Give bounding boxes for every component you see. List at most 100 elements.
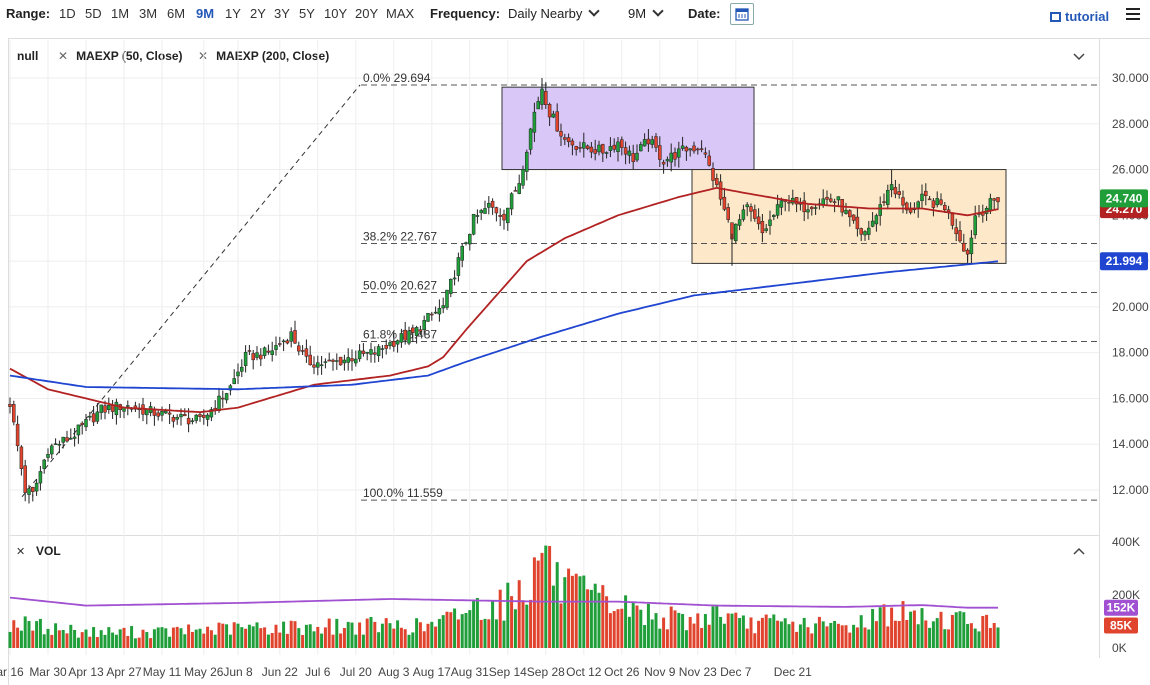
volume-bar (430, 621, 434, 648)
range-20y-button[interactable]: 20Y (355, 6, 379, 21)
period-select[interactable]: 9M (628, 5, 664, 21)
candle-body (635, 152, 639, 161)
volume-bar (635, 605, 639, 648)
volume-bar (836, 623, 840, 648)
volume-bar (312, 631, 316, 648)
candle-body (357, 350, 362, 360)
x-tick-label: Nov 23 (679, 665, 717, 679)
candle-body (15, 423, 20, 447)
tutorial-link[interactable]: tutorial (1050, 9, 1109, 24)
candle-body (996, 197, 1000, 203)
volume-bar (981, 615, 985, 648)
candle-body (12, 404, 16, 423)
candle-body (696, 148, 700, 151)
volume-bar (529, 599, 533, 648)
volume-bar (943, 629, 947, 648)
candle-body (490, 200, 495, 208)
volume-bar (301, 635, 305, 648)
candle-body (684, 146, 689, 152)
candle-body (308, 354, 312, 366)
x-tick-label: Aug 3 (378, 665, 410, 679)
range-3y-button[interactable]: 3Y (274, 6, 290, 21)
candle-body (848, 210, 852, 218)
menu-icon[interactable] (1126, 8, 1140, 23)
calendar-button[interactable] (730, 3, 754, 25)
candle-body (916, 201, 920, 209)
candle-body (506, 207, 510, 224)
volume-bar (897, 621, 901, 648)
volume-bar (255, 622, 259, 648)
legend-ma50: ✕ MAEXP (50, Close) (58, 49, 183, 63)
candle-body (471, 213, 476, 235)
ma200-badge: 21.994 (1106, 254, 1143, 268)
volume-bar (282, 621, 286, 648)
volume-bar (605, 596, 609, 648)
volume-bar (893, 620, 897, 648)
candle-body (563, 137, 567, 140)
volume-bar (145, 632, 149, 648)
frequency-select[interactable]: Daily Nearby (508, 5, 601, 21)
volume-bar (757, 620, 761, 648)
range-max-button[interactable]: MAX (386, 6, 415, 21)
close-icon[interactable]: ✕ (198, 49, 209, 63)
range-10y-button[interactable]: 10Y (324, 6, 348, 21)
candle-body (46, 454, 50, 458)
range-3m-button[interactable]: 3M (139, 6, 158, 21)
volume-bar (662, 617, 666, 648)
volume-bar (399, 627, 403, 648)
volume-bar (384, 618, 388, 648)
volume-bar (380, 623, 384, 648)
candle-body (441, 305, 445, 309)
range-6m-button[interactable]: 6M (167, 6, 186, 21)
candle-body (202, 414, 206, 418)
volume-bar (525, 604, 529, 648)
x-tick-label: May 11 (143, 665, 182, 679)
volume-bar (259, 628, 263, 648)
volume-bar (855, 627, 859, 648)
candle-body (787, 201, 791, 204)
x-tick-label: Jun 22 (262, 665, 298, 679)
candle-body (973, 215, 977, 236)
candle-body (768, 219, 772, 226)
candle-body (293, 330, 297, 344)
candle-body (889, 184, 894, 191)
volume-bar (240, 627, 244, 648)
volume-bar (320, 633, 324, 648)
range-9m-button[interactable]: 9M (196, 6, 215, 21)
candle-body (502, 213, 506, 221)
volume-bar (342, 628, 346, 648)
volume-bar (61, 630, 65, 648)
candle-body (445, 289, 449, 308)
volume-bar (403, 629, 407, 648)
range-1d-button[interactable]: 1D (59, 6, 76, 21)
volume-bar (126, 635, 130, 648)
volume-bar (578, 576, 582, 648)
candle-body (844, 209, 848, 214)
candle-body (194, 414, 198, 421)
volume-bar (867, 629, 871, 648)
volume-bar (293, 621, 297, 648)
close-icon[interactable]: ✕ (58, 49, 69, 63)
candle-body (726, 207, 730, 220)
candle-body (251, 353, 255, 361)
candle-body (513, 190, 518, 192)
range-5d-button[interactable]: 5D (85, 6, 102, 21)
range-1m-button[interactable]: 1M (111, 6, 130, 21)
volume-bar (840, 625, 844, 648)
range-5y-button[interactable]: 5Y (299, 6, 315, 21)
x-tick-label: May 26 (184, 665, 224, 679)
candle-body (475, 215, 480, 217)
candle-body (920, 193, 924, 202)
candle-body (654, 136, 658, 148)
volume-bar (996, 627, 1000, 648)
range-2y-button[interactable]: 2Y (250, 6, 266, 21)
price-tick-label: 18.000 (1112, 346, 1149, 360)
range-1y-button[interactable]: 1Y (225, 6, 241, 21)
candle-body (69, 437, 73, 440)
candle-body (597, 144, 601, 153)
volume-bar (878, 607, 882, 648)
volume-bar (916, 624, 920, 648)
volume-bar (620, 608, 624, 648)
candle-body (84, 419, 88, 428)
